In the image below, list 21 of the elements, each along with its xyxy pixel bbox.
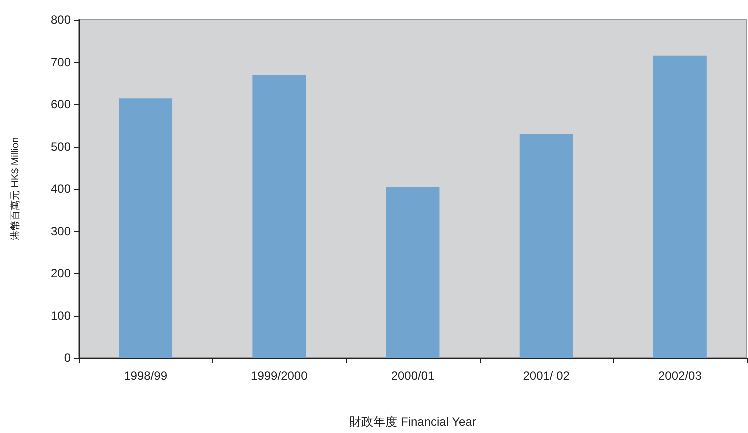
x-tick-label: 1998/99 (124, 369, 168, 383)
x-axis-title: 財政年度 Financial Year (350, 415, 476, 429)
y-axis-title: 港幣百萬元 HK$ Million (10, 137, 22, 241)
y-tick-label: 300 (50, 224, 72, 238)
y-tick-label: 100 (50, 308, 72, 323)
bar (520, 134, 574, 358)
y-tick-label: 0 (64, 351, 72, 365)
y-tick-label: 500 (50, 140, 72, 154)
x-tick-label: 2000/01 (391, 369, 436, 383)
bar (119, 98, 173, 358)
bar (653, 56, 707, 358)
x-tick-label: 2002/03 (658, 369, 702, 383)
bar (386, 187, 440, 358)
bar (252, 75, 306, 358)
x-tick-label: 2001/ 02 (523, 369, 570, 383)
y-tick-label: 400 (50, 182, 72, 196)
y-tick-label: 700 (50, 55, 72, 70)
y-tick-label: 800 (50, 13, 72, 27)
x-tick-label: 1999/2000 (251, 369, 308, 383)
y-tick-label: 600 (50, 98, 72, 112)
y-tick-label: 200 (50, 266, 72, 280)
